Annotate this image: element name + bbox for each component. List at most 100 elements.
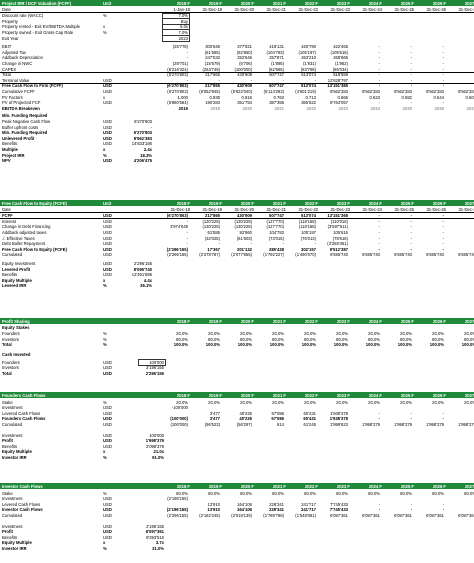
input-box[interactable] bbox=[162, 35, 190, 42]
value-cell: - bbox=[282, 241, 284, 247]
value-cell: 80.0% bbox=[208, 336, 220, 342]
value-cell: (92'860) bbox=[236, 49, 252, 55]
value-cell: 8'562'383 bbox=[330, 88, 348, 94]
value-cell: - bbox=[378, 55, 380, 61]
value-cell: - bbox=[442, 60, 444, 66]
value-cell: - bbox=[442, 410, 444, 416]
summary-row: Investment USD 2'196'155 bbox=[0, 523, 474, 529]
section-fcff-dates: Date 1-Jan-18 31-Dec-19 31-Dec-20 31-Dec-21 3… bbox=[0, 6, 474, 12]
value-cell: (2'196'155) bbox=[166, 507, 188, 513]
row-unit: USD bbox=[103, 100, 112, 106]
value-cell: (15'579) bbox=[204, 60, 220, 66]
value-cell: 6'097'361 bbox=[362, 512, 380, 518]
value-cell: (2'296'155) bbox=[166, 246, 188, 252]
value-cell: - bbox=[410, 60, 412, 66]
value-cell: 20.0% bbox=[400, 399, 412, 405]
value-cell: (127'770) bbox=[266, 224, 284, 230]
row-label: Buffer upfront costs bbox=[2, 124, 39, 130]
summary-row: Investment USD 100'000 bbox=[0, 432, 474, 438]
row-label: ./. Effective Taxes bbox=[2, 235, 35, 241]
value-cell: (2'296'155) bbox=[167, 512, 188, 518]
value-cell: (1'895) bbox=[271, 60, 284, 66]
value-cell: 263'210 bbox=[301, 55, 316, 61]
row-unit: % bbox=[103, 342, 107, 348]
fcfe-row: Interest USD - (130'229) (130'229) (127'770) (… bbox=[0, 218, 474, 224]
value-cell: - bbox=[378, 213, 380, 219]
row-unit: USD bbox=[103, 135, 112, 141]
row-label: Profit bbox=[2, 529, 13, 535]
summary-row: Buffer upfront costs USD - bbox=[0, 124, 474, 130]
value-cell: - bbox=[442, 100, 444, 106]
column-header: 2019 F bbox=[208, 483, 222, 489]
row-unit: % bbox=[103, 29, 107, 35]
cash-row: Total USD 2'296'155 bbox=[0, 370, 474, 376]
value-cell: 20.0% bbox=[176, 331, 188, 337]
row-unit: USD bbox=[103, 124, 112, 130]
value-cell: 1'998'379 bbox=[145, 438, 164, 444]
value-cell: (3'258'451) bbox=[327, 241, 348, 247]
value-cell: 31.0% bbox=[152, 545, 164, 551]
row-unit: USD bbox=[103, 507, 112, 513]
value-cell: 3'477 bbox=[209, 416, 220, 422]
value-cell: 268'665 bbox=[333, 55, 348, 61]
value-cell: (3'597'511) bbox=[327, 224, 348, 230]
value-cell: (6'216'324) bbox=[167, 66, 188, 72]
value-cell: 100.0% bbox=[365, 342, 380, 348]
column-header: 2018 F bbox=[176, 392, 190, 398]
value-cell: 20.0% bbox=[208, 331, 220, 337]
value-cell: 241'717 bbox=[301, 501, 316, 507]
value-cell: 228'341 bbox=[269, 507, 284, 513]
section-fcfe-dates: Date 31-Dec-18 31-Dec-19 31-Dec-20 31-Dec-21… bbox=[0, 206, 474, 212]
section-profit-sharing-header: Profit Sharing 2018 F 2019 F 2020 F 2021 F 20… bbox=[0, 318, 474, 324]
value-cell: 0.816 bbox=[241, 94, 252, 100]
row-label: Multiple bbox=[2, 146, 18, 152]
row-label: Discount rate (WACC) bbox=[2, 13, 44, 19]
value-cell: (2'296'155) bbox=[167, 252, 188, 258]
row-label: Free Cash Flow to Firm (FCFF) bbox=[2, 83, 63, 89]
value-cell: 13'151'365 bbox=[327, 83, 348, 89]
value-cell: 217'865 bbox=[205, 72, 220, 78]
date-cell: 31-Dec-26 bbox=[426, 206, 446, 212]
value-cell: 6'270'803 bbox=[134, 118, 152, 124]
value-cell: 2021 bbox=[274, 105, 284, 111]
fcfe-row: Change in Debt Financing USD 3'974'649 (130… bbox=[0, 224, 474, 230]
value-cell: (100'000) bbox=[170, 416, 188, 422]
date-cell: 31-Dec-21 bbox=[266, 206, 286, 212]
value-cell: 0.623 bbox=[369, 94, 380, 100]
row-unit: USD bbox=[103, 405, 112, 411]
column-header: 2024 F bbox=[368, 483, 382, 489]
row-label: Debt Bullet Repayment bbox=[2, 241, 46, 247]
value-cell: 6'097'361 bbox=[330, 512, 348, 518]
value-cell: 217'865 bbox=[205, 213, 220, 219]
value-cell: 2023 bbox=[178, 35, 188, 41]
row-label: Total bbox=[2, 342, 12, 348]
value-cell: - bbox=[442, 77, 444, 83]
value-cell: 8'562'383 bbox=[426, 88, 444, 94]
value-cell: 61'585 bbox=[207, 229, 220, 235]
row-label: Adjusted Tax bbox=[2, 49, 26, 55]
section-fcfe-header-title: Free Cash Flow to Equity (FCFE) bbox=[2, 200, 67, 206]
fcff-row: Total (6'270'803) 217'865 430'909 507'747 513… bbox=[0, 72, 474, 78]
row-label: Property rented - Exit EV/EBITDA Multipl… bbox=[2, 24, 80, 30]
column-header: 2021 F bbox=[272, 0, 286, 6]
date-cell: 31-Dec-19 bbox=[202, 206, 222, 212]
value-cell: 0.713 bbox=[305, 94, 316, 100]
column-header: 2018 F bbox=[176, 0, 190, 6]
row-unit: USD bbox=[103, 77, 112, 83]
row-unit: USD bbox=[103, 359, 112, 365]
value-cell: 8'095'740 bbox=[133, 266, 152, 272]
value-cell: 13'910 bbox=[207, 501, 220, 507]
value-cell: 0.935 bbox=[209, 94, 220, 100]
value-cell: 430'909 bbox=[237, 213, 252, 219]
input-box[interactable] bbox=[138, 359, 166, 366]
value-cell: - bbox=[410, 501, 412, 507]
row-label: Total bbox=[2, 72, 11, 78]
value-cell: 20.0% bbox=[368, 399, 380, 405]
summary-row: Peak Negative Cash Flow USD 6'270'803 bbox=[0, 118, 474, 124]
section-fcfe-header: Free Cash Flow to Equity (FCFE) Unit 2018 … bbox=[0, 200, 474, 206]
value-cell: - bbox=[410, 100, 412, 106]
row-label: Investors bbox=[2, 365, 19, 371]
value-cell: - bbox=[410, 410, 412, 416]
value-cell: 3'974'649 bbox=[170, 224, 188, 230]
value-cell: 3.7x bbox=[155, 540, 164, 546]
